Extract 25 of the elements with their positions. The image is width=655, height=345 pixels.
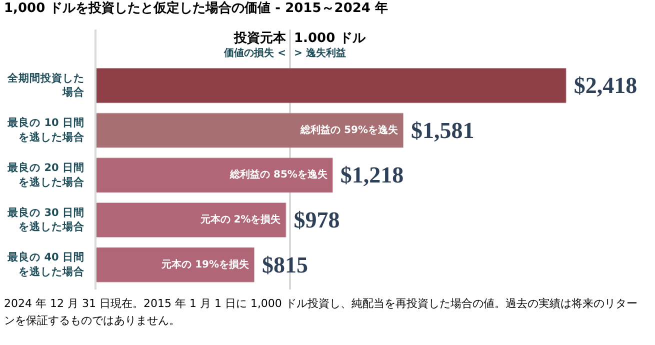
annotation: 総利益の 59%を逸失 <box>300 124 400 136</box>
text: 2024 年 12 月 31 日現在。2015 年 1 月 1 日に 1,000 ドル投資し、純配当を再投資した場合の値。過去の実績は将来のリターンを保証するものではありません。 <box>4 296 638 328</box>
annotation: > 逸失利益 <box>294 46 346 59</box>
ref-line-label: 1.000 ドル <box>294 30 367 46</box>
data-label: $815 <box>262 252 308 278</box>
y-tick-label: 最良の 30 日間を逃した場合 <box>6 206 85 234</box>
annotation: 元本の 2%を損失 <box>199 214 282 226</box>
data-label: $1,581 <box>411 118 474 143</box>
annotation: 投資元本 <box>233 30 288 46</box>
annotation: 価値の損失 < <box>223 46 286 59</box>
y-tick-label: 最良の 10 日間を逃した場合 <box>6 116 85 144</box>
data-label: $1,218 <box>340 162 404 188</box>
bar <box>96 68 566 104</box>
y-tick-label: 最良の 40 日間を逃した場合 <box>6 250 85 278</box>
bar <box>96 112 404 148</box>
bar <box>96 158 333 193</box>
bar <box>96 202 286 238</box>
annotation: 元本の 19%を損失 <box>160 258 250 270</box>
y-tick-label: 全期間投資した場合 <box>6 71 84 99</box>
y-tick-label: 最良の 20 日間を逃した場合 <box>6 160 85 188</box>
bar <box>96 247 255 282</box>
data-label: $978 <box>294 208 340 233</box>
annotation: 総利益の 85%を逸失 <box>229 168 328 181</box>
data-label: $2,418 <box>574 73 638 98</box>
chart-title: 1,000 ドルを投資したと仮定した場合の価値 - 2015～2024 年 <box>4 0 388 18</box>
